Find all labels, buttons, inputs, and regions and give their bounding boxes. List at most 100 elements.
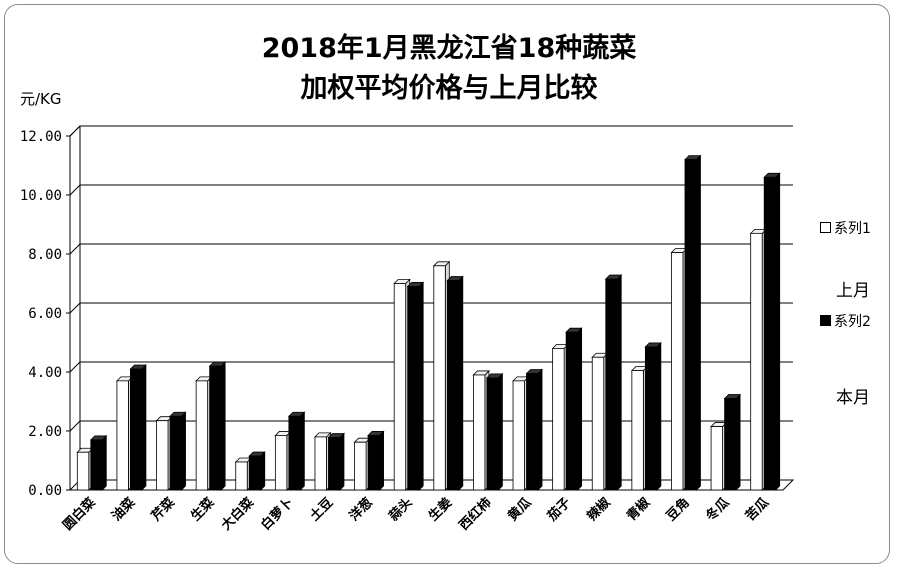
bar-side [339, 432, 345, 491]
legend-label-series1: 系列1 [834, 221, 871, 237]
bar-series2 [89, 434, 108, 491]
bar-side [101, 434, 107, 491]
bar-series2 [406, 281, 425, 491]
bar-front [763, 176, 777, 491]
bar-series2 [565, 327, 583, 491]
bar-side [656, 341, 662, 491]
y-tick-label: 4.00 [28, 365, 62, 381]
bar-side [220, 361, 226, 491]
bar-series2 [644, 341, 662, 491]
bar-series2 [723, 393, 742, 491]
bar-front [671, 252, 684, 491]
y-tick-label: 0.00 [28, 483, 62, 499]
bar-series2 [327, 432, 345, 491]
bar-front [684, 159, 697, 491]
gridline-depth [69, 243, 81, 255]
legend-label-series2: 系列2 [834, 314, 871, 330]
bar-side [735, 393, 741, 491]
bar-side [299, 411, 305, 491]
gridline-depth [69, 420, 81, 432]
y-axis-unit-label: 元/KG [20, 90, 62, 108]
category-label: 西红柿 [456, 495, 495, 534]
category-label: 生菜 [188, 495, 218, 525]
bar-series2 [446, 275, 464, 491]
bar-series2 [684, 154, 702, 491]
legend-entry-series1: 系列1 [820, 218, 871, 238]
annotation-this-month: 本月 [836, 388, 870, 408]
bar-series2 [525, 368, 543, 491]
bar-front [486, 377, 499, 491]
bar-front [130, 368, 143, 491]
bar-front [248, 455, 262, 491]
category-label: 黄瓜 [505, 495, 535, 525]
gridline-depth [69, 361, 81, 373]
category-label: 蒜头 [386, 495, 416, 525]
bar-series2 [129, 364, 147, 491]
bar-front [750, 232, 763, 491]
chart-title-line2: 加权平均价格与上月比较 [300, 73, 598, 104]
gridline-depth [69, 184, 81, 196]
bar-front [565, 331, 579, 491]
bar-front [591, 356, 605, 491]
bar-front [169, 415, 182, 491]
category-label: 白萝卜 [258, 495, 297, 534]
category-label: 洋葱 [346, 495, 376, 525]
category-label: 大白菜 [218, 495, 257, 534]
bar-side [498, 372, 503, 491]
bar-side [260, 451, 266, 491]
category-label: 青椒 [623, 495, 653, 525]
category-label: 油菜 [109, 495, 139, 525]
bar-side [379, 430, 384, 491]
category-label: 芹菜 [148, 495, 178, 525]
chart-title-line1: 2018年1月黑龙江省18种蔬菜 [261, 33, 637, 64]
bar-front [631, 370, 644, 491]
bar-front [76, 451, 90, 491]
annotation-last-month: 上月 [836, 281, 870, 301]
bar-front [605, 278, 618, 491]
bar-front [473, 374, 486, 491]
bar-series2 [367, 430, 385, 491]
y-tick-label: 10.00 [20, 188, 62, 204]
bar-front [433, 265, 446, 491]
bar-side [775, 172, 781, 491]
bar-front [209, 365, 222, 491]
bar-front [354, 441, 367, 491]
bar-front [393, 283, 407, 491]
bar-series2 [485, 372, 504, 491]
bar-front [526, 373, 539, 491]
y-tick-label: 6.00 [28, 306, 62, 322]
bar-front [724, 398, 737, 491]
category-label: 生姜 [425, 495, 455, 525]
y-axis-top-connector [69, 125, 81, 137]
bar-front [235, 461, 248, 491]
bar-series2 [169, 411, 187, 491]
bar-front [446, 280, 460, 491]
gridline-depth [69, 302, 81, 314]
bar-side [181, 411, 186, 491]
bar-front [288, 415, 301, 491]
bar-front [314, 436, 327, 491]
category-labels: 圆白菜 油菜 芹菜 生菜 大白菜 白萝卜 土豆 洋葱 蒜头 生姜 西红柿 黄瓜 茄子 辣椒 青椒 豆角 冬瓜 苦瓜 [60, 495, 772, 534]
legend-swatch-series1 [820, 222, 831, 233]
bar-front [274, 435, 288, 491]
bar-series2 [604, 274, 623, 491]
bar-front [116, 380, 129, 491]
category-label: 苦瓜 [742, 495, 772, 525]
y-tick-label: 8.00 [28, 247, 62, 263]
category-label: 圆白菜 [60, 495, 99, 534]
bar-series2 [208, 361, 227, 491]
bar-series2 [287, 411, 306, 491]
bar-front [512, 380, 525, 491]
bar-front [195, 380, 209, 491]
bar-front [328, 437, 341, 491]
bar-front [552, 347, 565, 491]
y-tick-label: 2.00 [28, 424, 62, 440]
y-tick-labels: 0.00 2.00 4.00 6.00 8.00 10.00 12.00 [20, 129, 62, 499]
bar-front [407, 286, 420, 491]
category-label: 辣椒 [584, 495, 614, 525]
bar-front [90, 439, 103, 491]
bar-side [537, 368, 543, 491]
legend-swatch-series2 [820, 315, 831, 326]
bar-side [577, 327, 583, 491]
legend-entry-series2: 系列2 [820, 311, 871, 331]
